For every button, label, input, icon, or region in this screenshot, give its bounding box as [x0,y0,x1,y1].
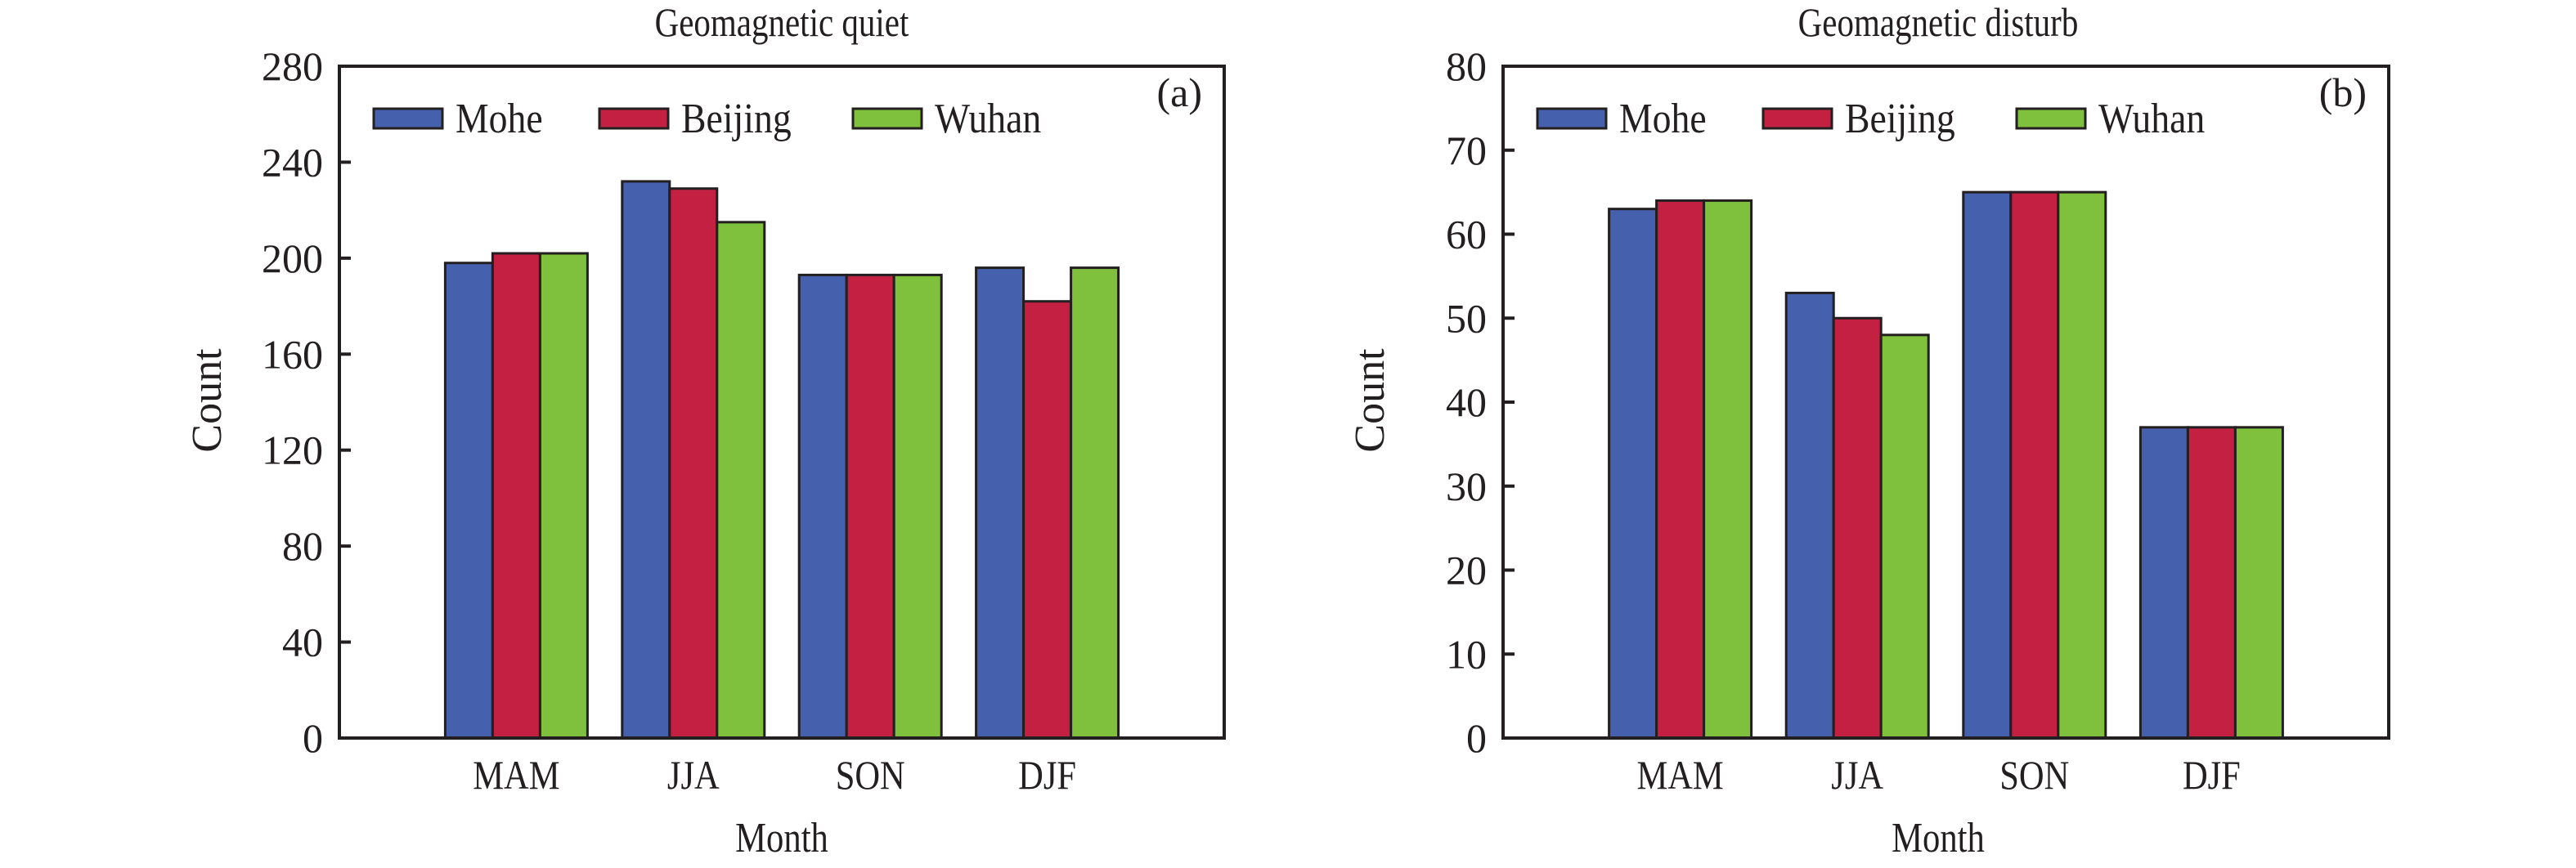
bar-beijing-jja [668,187,719,740]
legend-swatch-mohe [1536,107,1608,130]
y-tick-label: 80 [1446,43,1487,89]
bar-beijing-son [2009,190,2060,740]
y-tick-label: 0 [303,715,323,761]
y-tick-label: 240 [262,139,323,185]
legend: Mohe Beijing Wuhan [1536,94,2205,142]
legend-swatch-mohe [372,107,444,130]
bar-wuhan-djf [2233,426,2284,740]
y-tick-label: 80 [282,523,323,569]
bar-beijing-son [845,273,895,740]
legend-label: Mohe [1619,94,1707,141]
x-tick-label: DJF [2183,754,2241,799]
panel-tag: (b) [2319,69,2367,115]
y-tick-label: 40 [1446,379,1487,425]
bar-wuhan-jja [1879,333,1930,740]
bar-wuhan-son [892,273,943,740]
bar-beijing-jja [1832,316,1883,740]
x-axis-label: Month [1892,815,1985,861]
x-ticks: MAM JJA SON DJF [1636,727,2241,799]
y-tick-label: 50 [1446,295,1487,341]
bar-mohe-son [1962,190,2013,740]
bar-mohe-son [797,273,848,740]
chart-panel-b: Geomagnetic disturb Count Month (b) 0 10 2… [1347,0,2390,861]
y-tick-label: 120 [262,427,323,473]
legend-swatch-wuhan [851,107,923,130]
legend: Mohe Beijing Wuhan [372,94,1041,142]
y-ticks: 0 40 80 120 160 200 240 280 [262,43,351,761]
bar-beijing-djf [2186,426,2237,740]
y-tick-label: 200 [262,235,323,281]
chart-panel-a: Geomagnetic quiet Count Month (a) 0 40 80 1… [184,0,1226,861]
x-tick-label: SON [836,754,905,799]
y-tick-label: 160 [262,331,323,377]
x-ticks: MAM JJA SON DJF [473,727,1076,799]
x-tick-label: JJA [667,754,720,799]
bar-beijing-mam [1655,199,1706,740]
y-tick-label: 280 [262,43,323,89]
legend-label: Beijing [1845,94,1955,141]
plot-frame [1501,65,2390,740]
bar-wuhan-jja [716,221,766,740]
bar-beijing-djf [1022,300,1073,740]
bars [1608,190,2284,740]
bar-mohe-djf [2138,426,2189,740]
legend-label: Wuhan [2098,94,2205,141]
legend-swatch-beijing [1761,107,1833,130]
legend-label: Wuhan [935,94,1041,141]
y-tick-label: 30 [1446,463,1487,509]
legend-label: Beijing [681,94,792,141]
y-tick-label: 70 [1446,128,1487,173]
x-axis-label: Month [735,815,828,861]
bar-beijing-mam [491,252,541,740]
chart-title: Geomagnetic disturb [1798,0,2079,45]
x-tick-label: SON [1999,754,2069,799]
y-ticks: 0 10 20 30 40 50 60 70 80 [1446,43,1515,761]
y-axis-label: Count [184,348,231,453]
bar-mohe-mam [443,262,494,740]
bar-wuhan-mam [1703,199,1753,740]
legend-label: Mohe [456,94,543,141]
x-tick-label: JJA [1831,754,1883,799]
y-tick-label: 60 [1446,212,1487,257]
y-axis-label: Count [1347,348,1393,453]
y-tick-label: 20 [1446,548,1487,593]
plot-frame [338,65,1226,740]
y-tick-label: 0 [1466,715,1487,761]
bar-mohe-jja [1784,291,1835,740]
panel-tag: (a) [1157,69,1203,115]
bar-wuhan-son [2057,190,2107,740]
bar-mohe-jja [621,180,671,740]
bar-wuhan-mam [538,252,589,740]
legend-swatch-beijing [598,107,670,130]
bar-wuhan-djf [1070,266,1120,740]
x-tick-label: DJF [1018,754,1076,799]
bar-mohe-djf [975,266,1025,740]
y-tick-label: 40 [282,620,323,665]
y-tick-label: 10 [1446,631,1487,677]
bars [443,180,1120,740]
legend-swatch-wuhan [2015,107,2087,130]
chart-title: Geomagnetic quiet [655,0,909,45]
x-tick-label: MAM [473,754,559,799]
x-tick-label: MAM [1636,754,1723,799]
bar-mohe-mam [1608,208,1658,740]
